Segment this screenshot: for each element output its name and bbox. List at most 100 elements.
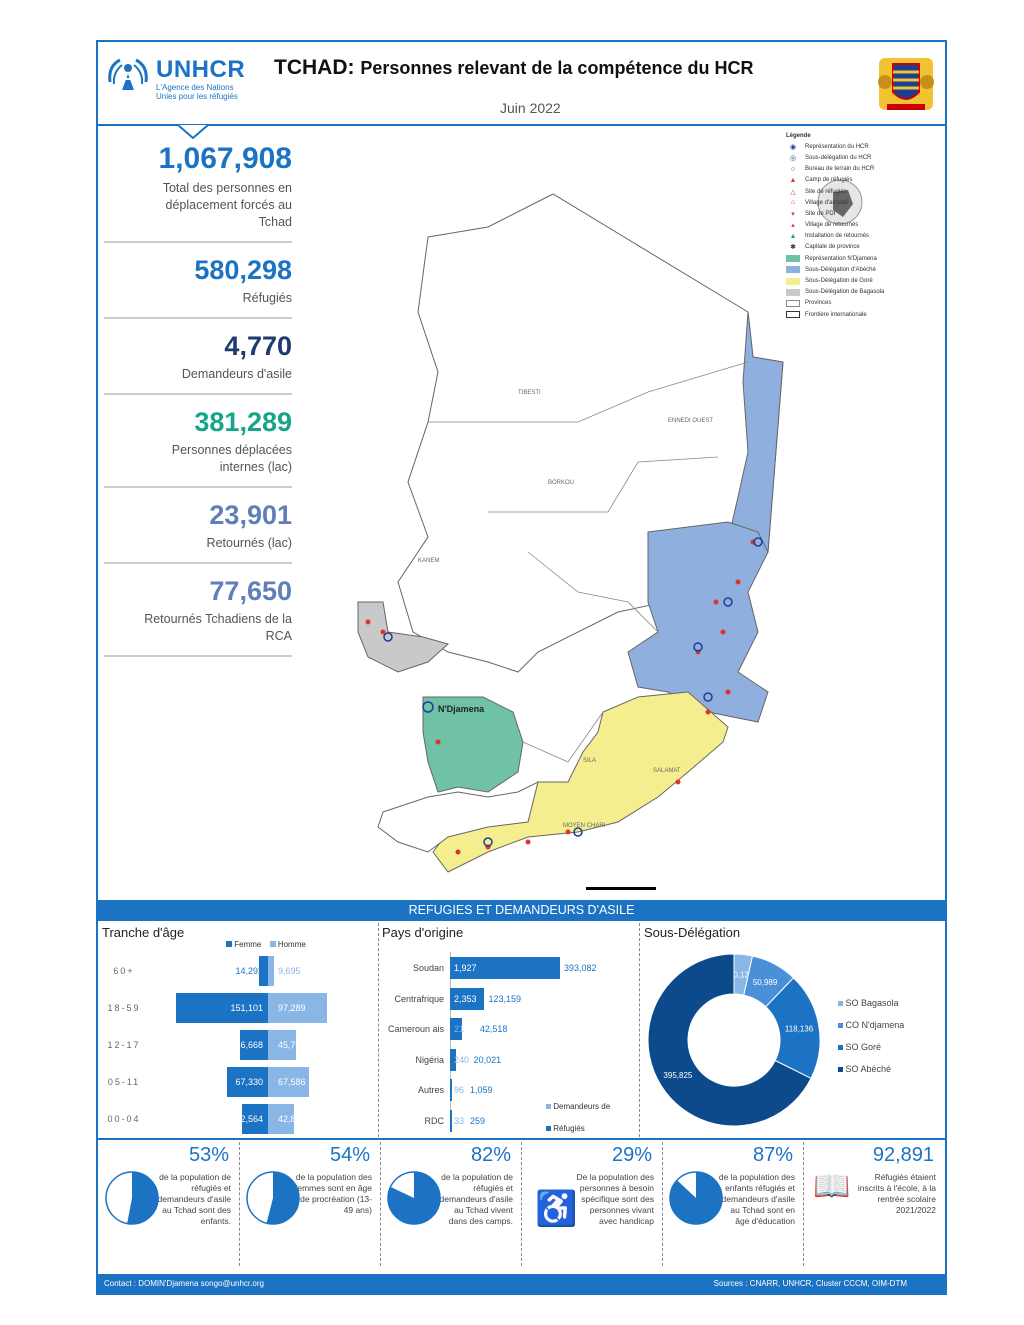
femme-bar: [239, 1030, 268, 1060]
donut-slice-label: 395,825: [663, 1071, 692, 1080]
returnee-icon: ▴: [791, 222, 795, 230]
legend-item: Sous-Délégation de Bagasola: [786, 287, 936, 298]
legend-swatch: [786, 255, 800, 263]
field-office-icon: ○: [790, 165, 796, 173]
svg-text:SALAMAT: SALAMAT: [653, 768, 681, 774]
age-label: 60+: [113, 966, 135, 976]
legend-item: ▲ Installation de retournés: [786, 231, 936, 242]
femme-bar: [242, 1104, 268, 1134]
femme-value: 46,668: [235, 1040, 263, 1050]
legend-item: △ Site de réfugiés: [786, 186, 936, 197]
stat-retournes-lac-value: 23,901: [209, 500, 292, 530]
footer: Contact : DOMIN'Djamena songo@unhcr.org …: [98, 1274, 945, 1293]
refugee-value: 1,059: [470, 1085, 493, 1095]
legend-item: Représentation N'Djamena: [786, 253, 936, 264]
age-label: 18-59: [107, 1003, 141, 1013]
kpi-value: 82%: [470, 1144, 511, 1166]
legend-swatch: [786, 311, 800, 319]
kpi-value: 54%: [329, 1144, 370, 1166]
map-region-lac: [357, 601, 450, 673]
age-label: 05-11: [107, 1077, 141, 1087]
da-swatch: [546, 1104, 551, 1109]
asylum-seeker-value: 33: [454, 1115, 465, 1126]
kpi-pie-icon: [669, 1171, 723, 1225]
homme-value: 42,886: [278, 1114, 306, 1124]
kpi-pie-icon: [246, 1171, 300, 1225]
kpi-divider: [380, 1142, 381, 1266]
legend-item: Frontière internationale: [786, 309, 936, 320]
svg-text:N'Djamena: N'Djamena: [438, 704, 485, 714]
kpi-divider: [98, 1138, 945, 1140]
origin-country-label: Autres: [417, 1085, 444, 1095]
legend-swatch: [838, 1045, 843, 1050]
divider: [639, 923, 640, 1137]
legend-swatch: [838, 1067, 843, 1072]
kpi-text: de la population de réfugiés et demandeu…: [157, 1172, 231, 1226]
origin-country-label: Soudan: [412, 963, 444, 973]
asylum-seeker-value: 96: [454, 1085, 465, 1095]
legend-item: ▴ Village de retournés: [786, 220, 936, 231]
legend-swatch: [838, 1001, 843, 1006]
legend-item: ▲ Camp de réfugiés: [786, 175, 936, 186]
femme-swatch: [226, 941, 232, 947]
legend-item: Sous-Délégation d'Abéché: [786, 264, 936, 275]
femme-value: 42,564: [235, 1114, 263, 1124]
refugee-bar: [450, 957, 560, 979]
map-region-gore: [432, 691, 729, 873]
legend-item: Provinces: [786, 298, 936, 309]
logo-subtitle: L'Agence des Nations Unies pour les réfu…: [156, 83, 238, 101]
homme-value: 45,700: [278, 1040, 306, 1050]
stat-pdi-label: Personnes déplacées internes (lac): [171, 443, 292, 474]
unhcr-logo: UNHCR L'Agence des Nations Unies pour le…: [104, 52, 264, 102]
idp-icon: ▾: [791, 210, 795, 218]
svg-text:MOYEN CHARI: MOYEN CHARI: [563, 823, 606, 829]
refugee-value: 259: [470, 1115, 486, 1126]
age-panel-title: Tranche d'âge: [102, 925, 185, 940]
origin-country-label: Cameroun ais: [387, 1024, 444, 1034]
refugee-value: 393,082: [564, 963, 597, 973]
footer-contact: Contact : DOMIN'Djamena songo@unhcr.org: [104, 1279, 264, 1288]
stat-pdi: 381,289 Personnes déplacées internes (la…: [104, 407, 292, 488]
stat-refugies: 580,298 Réfugiés: [104, 255, 292, 319]
locator-chad-shape: [833, 190, 853, 217]
stat-pdi-value: 381,289: [194, 407, 292, 437]
refugee-bar: [450, 1018, 462, 1040]
age-label: 00-04: [107, 1114, 141, 1124]
asylum-seeker-value: 21: [454, 1024, 465, 1034]
homme-bar: [268, 1030, 296, 1060]
stat-refugies-value: 580,298: [194, 255, 292, 285]
legend-title: Légende: [786, 132, 811, 139]
kpi-value: 29%: [611, 1144, 652, 1166]
femme-bar: [176, 993, 268, 1023]
asylum-seeker-value: 240: [454, 1054, 470, 1065]
kpi-divider: [521, 1142, 522, 1266]
legend-swatch: [786, 288, 800, 296]
femme-bar: [227, 1067, 268, 1097]
map-legend: Légende ◉ Représentation du HCR ◎ Sous-dél…: [786, 130, 936, 320]
age-label: 12-17: [107, 1040, 141, 1050]
chad-map: N'Djamena TIBESTI ENNEDI OUEST BORKOU KA…: [357, 179, 863, 890]
sub-office-icon: ◎: [789, 154, 797, 162]
book-icon: 📖: [813, 1170, 851, 1203]
stat-demandeurs-value: 4,770: [224, 331, 292, 361]
donut-legend: SO Bagasola CO N'djamena SO Goré SO Abéc…: [838, 992, 904, 1080]
svg-text:SILA: SILA: [583, 758, 596, 764]
kpi-text: de la population des femmes sont en âge …: [294, 1172, 372, 1215]
donut-slice-label: 20,138: [729, 970, 754, 979]
origin-panel-title: Pays d'origine: [382, 925, 464, 940]
logo-text: UNHCR: [156, 56, 246, 83]
refugee-camp-markers: [365, 539, 756, 855]
office-markers: [383, 537, 763, 847]
kpi-pie-icon: [387, 1171, 441, 1225]
kpi-divider: [239, 1142, 240, 1266]
stat-refugies-label: Réfugiés: [242, 291, 292, 305]
kpi-text: Réfugiés étaient inscrits à l'école, à l…: [857, 1172, 936, 1215]
legend-item: ◎ Sous-délégation du HCR: [786, 152, 936, 163]
village-icon: ⌂: [790, 199, 796, 207]
homme-bar: [268, 1104, 295, 1134]
kpi-pie-icon: [105, 1171, 159, 1225]
section-title: REFUGIES ET DEMANDEURS D'ASILE: [98, 900, 945, 921]
origin-legend: Demandeurs de Réfugiés: [546, 1096, 610, 1140]
divider: [378, 923, 379, 1137]
